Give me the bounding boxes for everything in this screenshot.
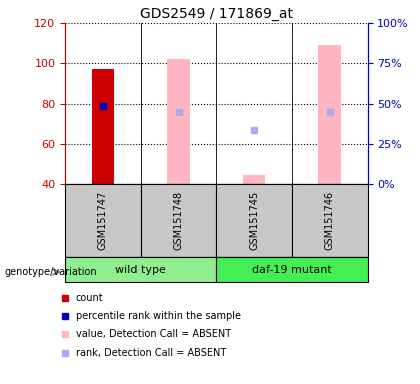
Bar [216,184,292,257]
Text: genotype/variation: genotype/variation [4,267,97,277]
Text: wild type: wild type [115,265,166,275]
Bar [243,175,265,184]
Bar [216,257,368,282]
Bar [65,257,216,282]
Bar [92,70,114,184]
Bar [141,184,216,257]
Text: GSM151748: GSM151748 [173,191,184,250]
Bar [318,45,341,184]
Text: rank, Detection Call = ABSENT: rank, Detection Call = ABSENT [76,348,226,358]
Text: value, Detection Call = ABSENT: value, Detection Call = ABSENT [76,329,231,339]
Bar [167,60,190,184]
Text: GSM151746: GSM151746 [325,191,335,250]
Bar [65,184,141,257]
Text: GSM151745: GSM151745 [249,191,259,250]
Text: count: count [76,293,103,303]
Text: percentile rank within the sample: percentile rank within the sample [76,311,241,321]
Text: GSM151747: GSM151747 [98,191,108,250]
Text: daf-19 mutant: daf-19 mutant [252,265,332,275]
Bar [292,184,368,257]
Title: GDS2549 / 171869_at: GDS2549 / 171869_at [140,7,293,21]
